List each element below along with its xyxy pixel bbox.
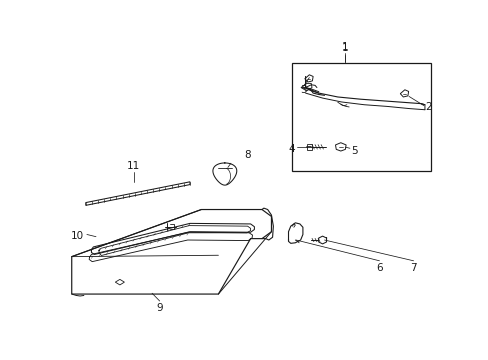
Text: 1: 1: [341, 42, 348, 52]
Text: 4: 4: [288, 144, 295, 154]
Text: 7: 7: [409, 263, 416, 273]
Text: 1: 1: [341, 44, 348, 53]
Text: 5: 5: [350, 146, 357, 156]
Bar: [292, 63, 430, 171]
Text: 11: 11: [127, 161, 140, 171]
Text: 2: 2: [424, 102, 431, 112]
Text: 9: 9: [156, 303, 163, 313]
Text: 6: 6: [375, 263, 382, 273]
Text: 8: 8: [244, 150, 250, 160]
Text: 10: 10: [71, 231, 84, 241]
Text: 3: 3: [299, 85, 306, 95]
